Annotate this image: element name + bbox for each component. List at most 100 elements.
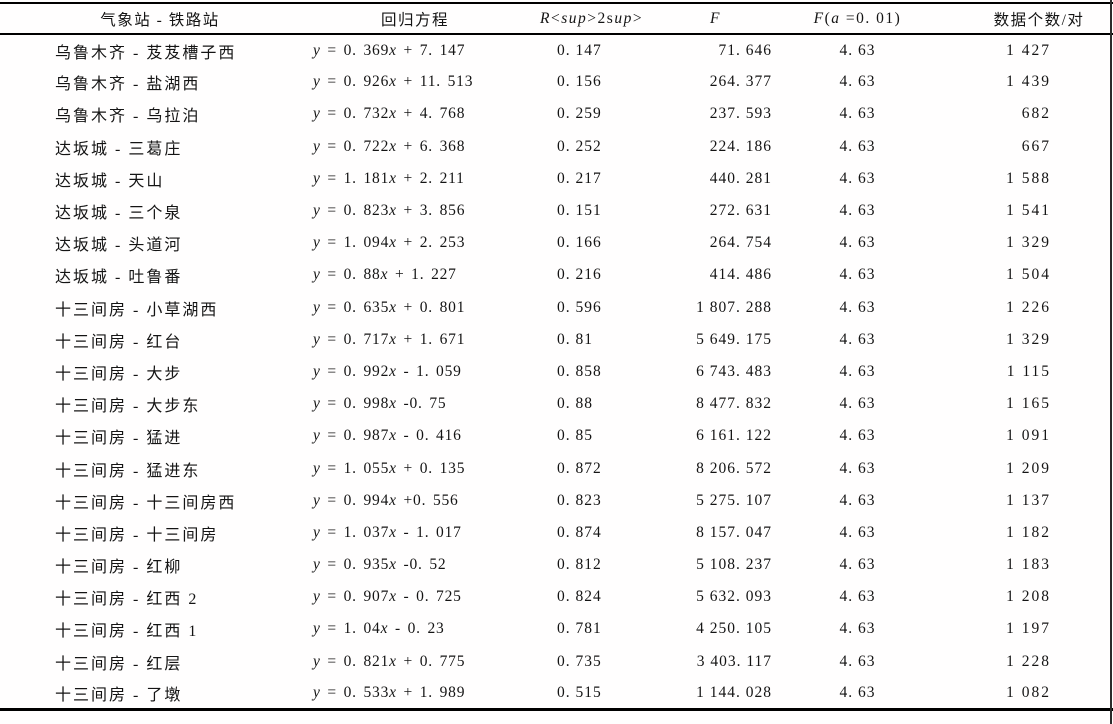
cell-data-count: 1 228 <box>1006 652 1051 670</box>
cell-regression-equation: y = 0. 987x - 0. 416 <box>313 427 462 445</box>
cell-r-squared: 0. 85 <box>557 427 593 445</box>
cell-regression-equation: y = 0. 635x + 0. 801 <box>313 298 466 316</box>
cell-data-count: 1 208 <box>1006 588 1051 606</box>
cell-f-value: 71. 646 <box>718 41 772 59</box>
cell-f-value: 5 108. 237 <box>696 556 772 574</box>
col-header-regression-equation: 回归方程 <box>290 3 540 34</box>
cell-r-squared: 0. 216 <box>557 266 602 284</box>
cell-f-value: 440. 281 <box>709 169 772 187</box>
cell-f-value: 1 144. 028 <box>696 684 772 702</box>
col-header-f-statistic: F <box>625 3 790 34</box>
cell-data-count: 1 427 <box>1006 41 1051 59</box>
cell-f-value: 1 807. 288 <box>696 298 772 316</box>
cell-f-critical: 4. 63 <box>839 41 876 59</box>
cell-f-value: 6 161. 122 <box>696 427 772 445</box>
table-header: 气象站 - 铁路站 回归方程 R<sup>2sup> F F(a =0. 01)… <box>0 3 1113 34</box>
cell-f-critical: 4. 63 <box>839 620 876 638</box>
cell-regression-equation: y = 0. 992x - 1. 059 <box>313 362 462 380</box>
cell-f-critical: 4. 63 <box>839 202 876 220</box>
cell-regression-equation: y = 0. 998x -0. 75 <box>313 395 447 413</box>
cell-station-pair: 十三间房 - 大步 <box>55 365 183 383</box>
cell-station-pair: 达坂城 - 三葛庄 <box>55 140 183 158</box>
col-header-regression-equation-label: 回归方程 <box>380 11 449 29</box>
col-header-r-squared: R<sup>2sup> <box>540 3 642 34</box>
cell-r-squared: 0. 735 <box>557 652 602 670</box>
col-header-station-pair: 气象站 - 铁路站 <box>0 3 290 34</box>
cell-station-pair: 乌鲁木齐 - 乌拉泊 <box>55 108 201 126</box>
table-row: 十三间房 - 大步 y = 0. 992x - 1. 059 0. 858 6 … <box>0 356 1113 388</box>
cell-regression-equation: y = 0. 732x + 4. 768 <box>313 105 466 123</box>
table-row: 乌鲁木齐 - 乌拉泊 y = 0. 732x + 4. 768 0. 259 2… <box>0 98 1113 130</box>
cell-data-count: 1 588 <box>1006 169 1051 187</box>
cell-station-pair: 达坂城 - 吐鲁番 <box>55 269 183 287</box>
cell-f-critical: 4. 63 <box>839 427 876 445</box>
cell-data-count: 1 439 <box>1006 73 1051 91</box>
table-row: 乌鲁木齐 - 盐湖西 y = 0. 926x + 11. 513 0. 156 … <box>0 66 1113 98</box>
cell-r-squared: 0. 151 <box>557 202 602 220</box>
col-header-f-critical-label: F(a =0. 01) <box>813 9 902 27</box>
cell-f-critical: 4. 63 <box>839 234 876 252</box>
cell-r-squared: 0. 88 <box>557 395 593 413</box>
cell-f-critical: 4. 63 <box>839 266 876 284</box>
cell-f-value: 6 743. 483 <box>696 362 772 380</box>
cell-station-pair: 十三间房 - 大步东 <box>55 398 201 416</box>
table-row: 十三间房 - 了墩 y = 0. 533x + 1. 989 0. 515 1 … <box>0 678 1113 710</box>
table-row: 十三间房 - 大步东 y = 0. 998x -0. 75 0. 88 8 47… <box>0 388 1113 420</box>
cell-regression-equation: y = 0. 926x + 11. 513 <box>313 73 474 91</box>
cell-station-pair: 达坂城 - 头道河 <box>55 237 183 255</box>
cell-f-value: 414. 486 <box>709 266 772 284</box>
cell-regression-equation: y = 0. 369x + 7. 147 <box>313 41 466 59</box>
table-row: 达坂城 - 三个泉 y = 0. 823x + 3. 856 0. 151 27… <box>0 195 1113 227</box>
cell-f-value: 237. 593 <box>709 105 772 123</box>
cell-data-count: 1 197 <box>1006 620 1051 638</box>
cell-r-squared: 0. 259 <box>557 105 602 123</box>
table-row: 十三间房 - 红柳 y = 0. 935x -0. 52 0. 812 5 10… <box>0 549 1113 581</box>
cell-f-critical: 4. 63 <box>839 491 876 509</box>
table-row: 十三间房 - 红层 y = 0. 821x + 0. 775 0. 735 3 … <box>0 646 1113 678</box>
cell-regression-equation: y = 0. 821x + 0. 775 <box>313 652 466 670</box>
cell-regression-equation: y = 0. 533x + 1. 989 <box>313 684 466 702</box>
table-row: 达坂城 - 天山 y = 1. 181x + 2. 211 0. 217 440… <box>0 163 1113 195</box>
cell-regression-equation: y = 0. 88x + 1. 227 <box>313 266 457 284</box>
cell-station-pair: 十三间房 - 红柳 <box>55 559 183 577</box>
cell-r-squared: 0. 823 <box>557 491 602 509</box>
cell-r-squared: 0. 147 <box>557 41 602 59</box>
cell-f-critical: 4. 63 <box>839 169 876 187</box>
cell-r-squared: 0. 156 <box>557 73 602 91</box>
col-header-r-squared-label: R<sup>2sup> <box>540 9 644 27</box>
cell-f-critical: 4. 63 <box>839 684 876 702</box>
cell-data-count: 1 209 <box>1006 459 1051 477</box>
cell-station-pair: 十三间房 - 猛进 <box>55 430 183 448</box>
cell-data-count: 1 165 <box>1006 395 1051 413</box>
cell-r-squared: 0. 812 <box>557 556 602 574</box>
cell-station-pair: 乌鲁木齐 - 盐湖西 <box>55 76 201 94</box>
cell-station-pair: 达坂城 - 天山 <box>55 172 165 190</box>
cell-f-value: 5 649. 175 <box>696 330 772 348</box>
table-body: 乌鲁木齐 - 芨芨槽子西 y = 0. 369x + 7. 147 0. 147… <box>0 34 1113 710</box>
cell-f-critical: 4. 63 <box>839 523 876 541</box>
col-header-data-count-label: 数据个数/对 <box>993 11 1085 29</box>
cell-station-pair: 十三间房 - 红西 2 <box>55 591 199 609</box>
cell-station-pair: 达坂城 - 三个泉 <box>55 205 183 223</box>
cell-f-critical: 4. 63 <box>839 588 876 606</box>
cell-station-pair: 十三间房 - 红层 <box>55 655 183 673</box>
table-row: 十三间房 - 猛进东 y = 1. 055x + 0. 135 0. 872 8… <box>0 452 1113 484</box>
cell-data-count: 1 329 <box>1006 330 1051 348</box>
table-row: 十三间房 - 红西 1 y = 1. 04x - 0. 23 0. 781 4 … <box>0 613 1113 645</box>
cell-f-value: 5 632. 093 <box>696 588 772 606</box>
cell-f-value: 8 477. 832 <box>696 395 772 413</box>
cell-f-value: 264. 377 <box>709 73 772 91</box>
cell-r-squared: 0. 781 <box>557 620 602 638</box>
cell-f-critical: 4. 63 <box>839 105 876 123</box>
cell-station-pair: 十三间房 - 十三间房 <box>55 526 219 544</box>
cell-f-value: 272. 631 <box>709 202 772 220</box>
cell-f-critical: 4. 63 <box>839 395 876 413</box>
cell-regression-equation: y = 1. 055x + 0. 135 <box>313 459 466 477</box>
table-header-row: 气象站 - 铁路站 回归方程 R<sup>2sup> F F(a =0. 01)… <box>0 3 1113 34</box>
cell-f-value: 264. 754 <box>709 234 772 252</box>
cell-regression-equation: y = 0. 907x - 0. 725 <box>313 588 462 606</box>
table-row: 十三间房 - 十三间房 y = 1. 037x - 1. 017 0. 874 … <box>0 517 1113 549</box>
cell-r-squared: 0. 824 <box>557 588 602 606</box>
